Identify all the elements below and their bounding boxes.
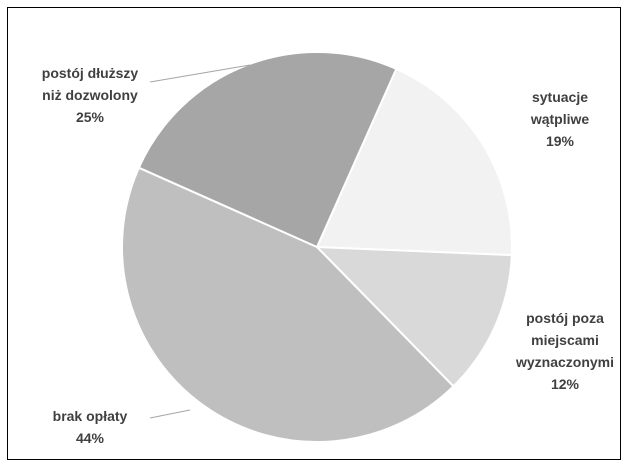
category-label: postój dłuższy niż dozwolony xyxy=(41,65,139,103)
slice-label: postój dłuższy niż dozwolony 25% xyxy=(42,62,138,128)
slice-label: sytuacje wątpliwe 19% xyxy=(531,86,589,152)
leader-line xyxy=(149,409,191,419)
category-label: sytuacje wątpliwe xyxy=(530,89,590,127)
pie-slice xyxy=(314,245,513,388)
slice-label: brak opłaty 44% xyxy=(53,405,128,449)
slice-label: postój poza miejscami wyznaczonymi 12% xyxy=(516,307,614,395)
value-label: 12% xyxy=(550,376,580,392)
value-label: 19% xyxy=(545,133,575,149)
pie-slice xyxy=(315,67,513,257)
pie-slice xyxy=(121,166,455,443)
category-label: brak opłaty xyxy=(52,408,128,424)
leader-line xyxy=(149,64,251,83)
category-label: postój poza miejscami wyznaczonymi xyxy=(515,310,615,370)
value-label: 44% xyxy=(75,430,105,446)
value-label: 25% xyxy=(75,109,105,125)
